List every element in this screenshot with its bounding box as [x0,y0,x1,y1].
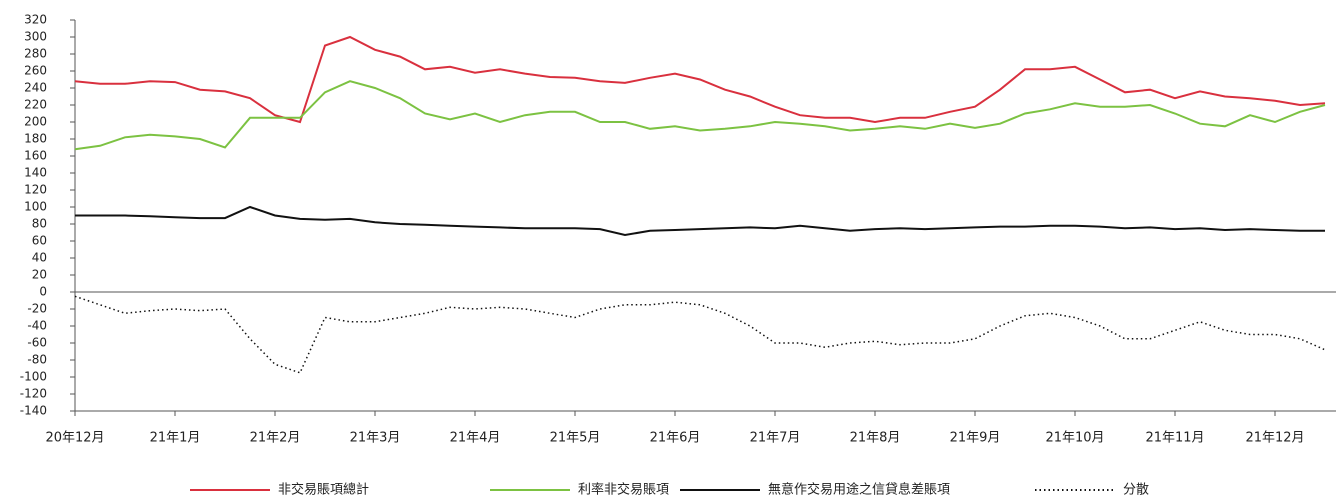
x-tick-label: 21年6月 [650,431,701,446]
x-tick-label: 21年3月 [350,431,401,446]
x-tick-label: 21年7月 [750,431,801,446]
x-tick-label: 20年12月 [45,431,104,446]
x-tick-label: 21年11月 [1145,431,1204,446]
x-tick-label: 21年4月 [450,431,501,446]
x-tick-label: 21年8月 [850,431,901,446]
series-line [74,80,1326,151]
y-tick-label: 60 [32,234,47,248]
y-tick-label: -80 [27,353,47,367]
y-tick-label: -120 [20,387,47,401]
y-tick-label: 260 [24,64,47,78]
y-tick-label: 200 [24,115,47,129]
y-tick-label: -60 [27,336,47,350]
series-line [74,35,1326,124]
series-line [75,205,1325,237]
y-tick-label: 120 [24,183,47,197]
y-tick-label: 300 [24,30,47,44]
x-tick-label: 21年12月 [1245,431,1304,446]
y-tick-label: 100 [24,200,47,214]
y-tick-label: -20 [27,302,47,316]
legend-label: 非交易賬項總計 [278,482,369,498]
x-tick-label: 21年10月 [1045,431,1104,446]
legend-label: 利率非交易賬項 [578,482,669,498]
y-tick-label: -140 [20,404,47,418]
x-tick-label: 21年9月 [950,431,1001,446]
legend-label: 無意作交易用途之信貸息差賬項 [768,482,950,498]
y-tick-label: 140 [24,166,47,180]
y-tick-label: 160 [24,149,47,163]
x-tick-label: 21年1月 [150,431,201,446]
y-tick-label: 40 [32,251,47,265]
y-tick-label: -100 [20,370,47,384]
y-tick-label: -40 [27,319,47,333]
y-tick-label: 280 [24,47,47,61]
series-line [74,295,1326,374]
y-tick-label: 0 [39,285,47,299]
legend-label: 分散 [1123,483,1149,498]
y-tick-label: 80 [32,217,47,231]
y-tick-label: 180 [24,132,47,146]
x-tick-label: 21年2月 [250,431,301,446]
x-tick-label: 21年5月 [550,431,601,446]
y-tick-label: 240 [24,81,47,95]
y-tick-label: 220 [24,98,47,112]
y-tick-label: 20 [32,268,47,282]
y-tick-label: 320 [24,13,47,27]
